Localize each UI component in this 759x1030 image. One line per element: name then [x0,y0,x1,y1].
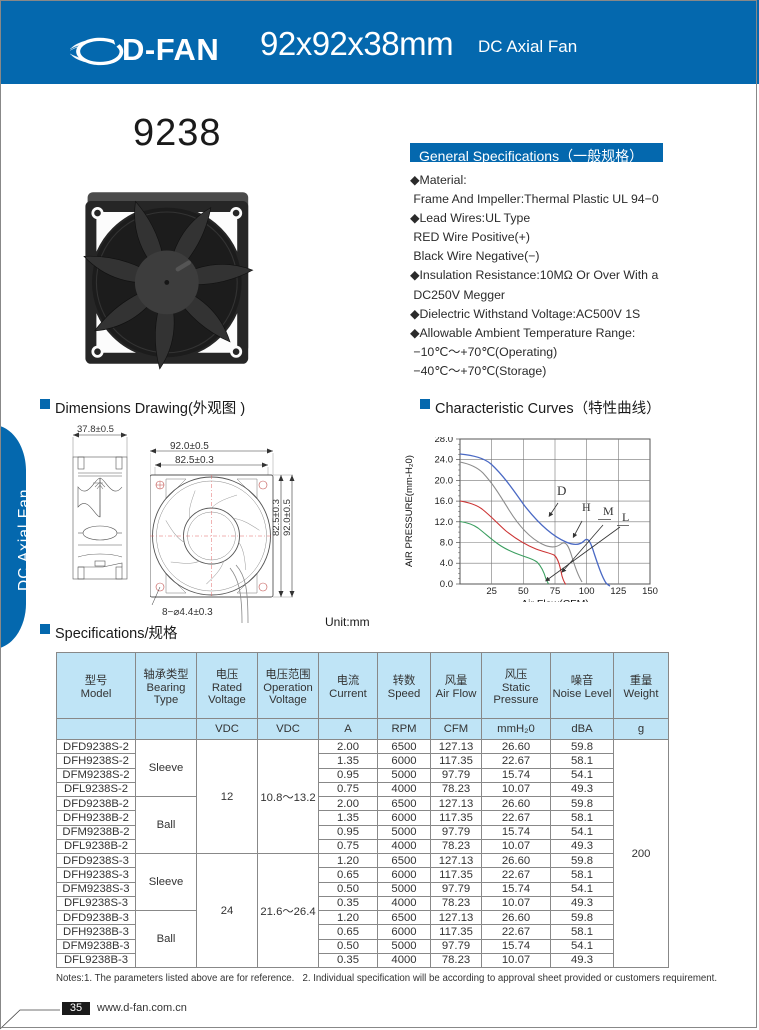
svg-text:12.0: 12.0 [435,517,454,528]
svg-text:125: 125 [610,586,626,597]
svg-text:AIR PRESSURE(mm-H₂0): AIR PRESSURE(mm-H₂0) [404,455,415,567]
svg-text:8−⌀4.4±0.3: 8−⌀4.4±0.3 [162,607,213,618]
svg-text:37.8±0.5: 37.8±0.5 [77,425,114,435]
svg-text:M: M [603,504,614,518]
svg-text:L: L [622,510,629,524]
svg-text:4.0: 4.0 [440,558,453,569]
svg-text:16.0: 16.0 [435,496,454,507]
svg-text:D: D [557,483,566,498]
svg-text:H: H [582,500,591,514]
svg-text:100: 100 [579,586,595,597]
svg-text:150: 150 [642,586,658,597]
svg-text:Unit:mm: Unit:mm [325,615,370,628]
svg-text:Air Flow(CFM): Air Flow(CFM) [521,598,589,602]
svg-text:75: 75 [550,586,561,597]
svg-text:92.0±0.5: 92.0±0.5 [282,499,293,536]
svg-text:82.5±0.3: 82.5±0.3 [271,499,282,536]
svg-text:82.5±0.3: 82.5±0.3 [175,455,214,466]
svg-text:0.0: 0.0 [440,579,453,590]
svg-text:28.0: 28.0 [435,437,454,445]
svg-text:50: 50 [518,586,529,597]
svg-text:20.0: 20.0 [435,475,454,486]
svg-text:8.0: 8.0 [440,538,453,549]
svg-text:92.0±0.5: 92.0±0.5 [170,441,209,452]
svg-text:25: 25 [486,586,497,597]
svg-text:24.0: 24.0 [435,455,454,466]
